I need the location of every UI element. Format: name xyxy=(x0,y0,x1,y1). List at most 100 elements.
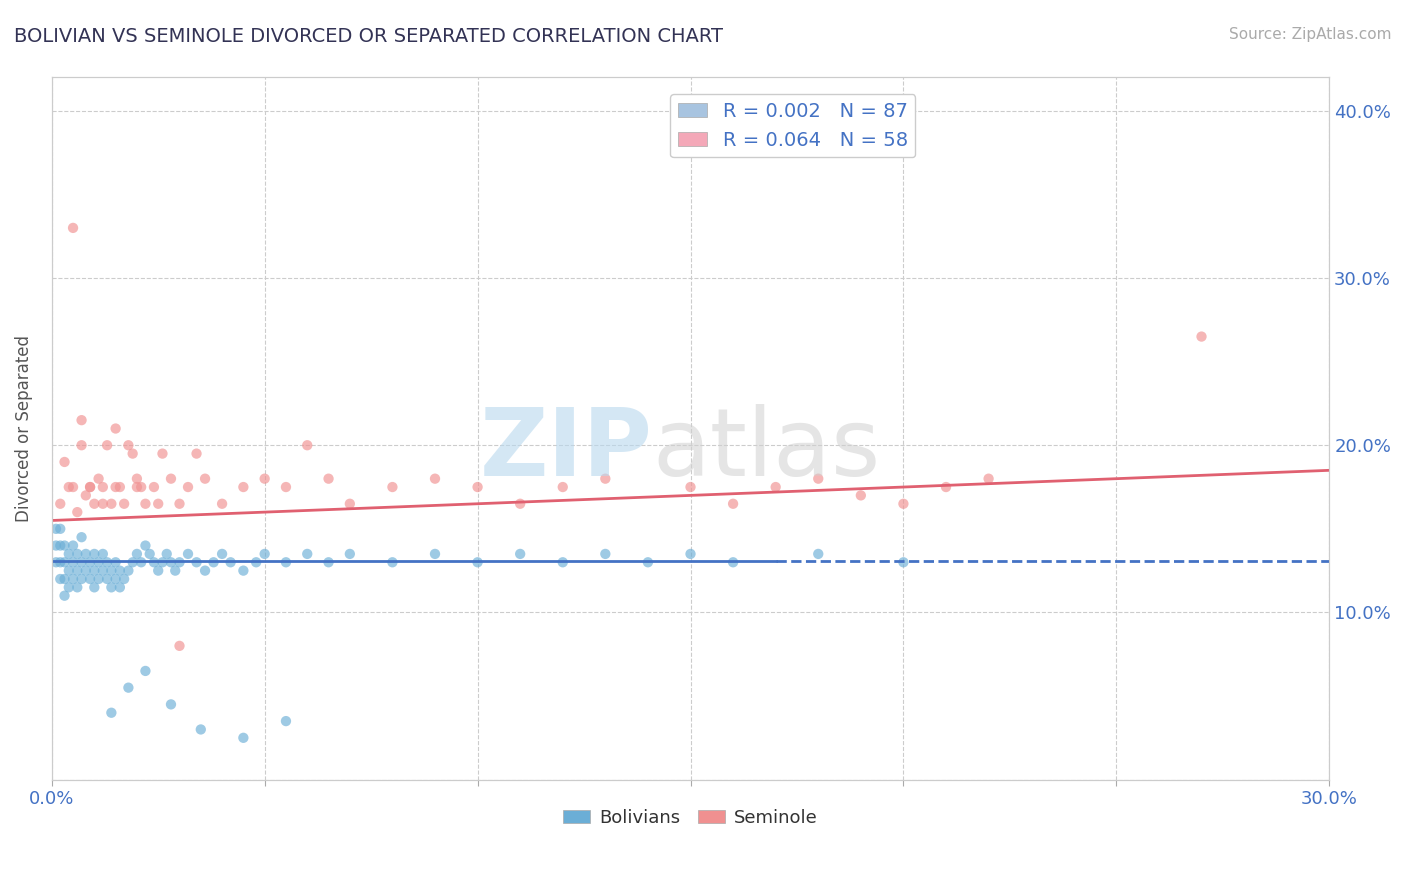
Point xyxy=(66,580,89,594)
Point xyxy=(935,480,957,494)
Point xyxy=(160,472,183,486)
Point xyxy=(253,547,276,561)
Point xyxy=(125,480,148,494)
Point xyxy=(96,438,118,452)
Point xyxy=(79,480,101,494)
Point xyxy=(509,497,531,511)
Point xyxy=(104,555,127,569)
Point xyxy=(121,555,143,569)
Point xyxy=(129,480,152,494)
Point xyxy=(53,555,76,569)
Point xyxy=(66,505,89,519)
Point xyxy=(96,555,118,569)
Point xyxy=(96,572,118,586)
Text: BOLIVIAN VS SEMINOLE DIVORCED OR SEPARATED CORRELATION CHART: BOLIVIAN VS SEMINOLE DIVORCED OR SEPARAT… xyxy=(14,27,723,45)
Y-axis label: Divorced or Separated: Divorced or Separated xyxy=(15,335,32,522)
Point xyxy=(194,564,217,578)
Point xyxy=(169,497,191,511)
Text: atlas: atlas xyxy=(652,403,880,496)
Point xyxy=(186,447,208,461)
Point xyxy=(62,539,84,553)
Point xyxy=(58,547,80,561)
Point xyxy=(79,572,101,586)
Point xyxy=(91,480,114,494)
Point xyxy=(202,555,225,569)
Point xyxy=(423,472,446,486)
Point xyxy=(339,547,361,561)
Point xyxy=(83,564,105,578)
Point xyxy=(177,480,200,494)
Point xyxy=(112,572,135,586)
Text: Source: ZipAtlas.com: Source: ZipAtlas.com xyxy=(1229,27,1392,42)
Point xyxy=(100,580,122,594)
Point xyxy=(49,572,72,586)
Point xyxy=(108,480,131,494)
Point xyxy=(318,555,340,569)
Point xyxy=(53,455,76,469)
Point xyxy=(219,555,242,569)
Point xyxy=(807,547,830,561)
Point xyxy=(58,480,80,494)
Point xyxy=(62,480,84,494)
Point xyxy=(53,589,76,603)
Point xyxy=(62,572,84,586)
Point xyxy=(211,547,233,561)
Point xyxy=(160,555,183,569)
Point xyxy=(70,530,93,544)
Point xyxy=(108,580,131,594)
Point xyxy=(45,522,67,536)
Point xyxy=(211,497,233,511)
Point xyxy=(467,555,489,569)
Point xyxy=(253,472,276,486)
Point xyxy=(186,555,208,569)
Point xyxy=(721,555,744,569)
Point xyxy=(245,555,267,569)
Point xyxy=(87,472,110,486)
Point xyxy=(87,572,110,586)
Point xyxy=(108,564,131,578)
Point xyxy=(138,547,160,561)
Point xyxy=(169,639,191,653)
Point xyxy=(66,547,89,561)
Point xyxy=(79,480,101,494)
Point xyxy=(62,220,84,235)
Point xyxy=(194,472,217,486)
Point xyxy=(117,681,139,695)
Point xyxy=(169,555,191,569)
Point xyxy=(509,547,531,561)
Point xyxy=(721,497,744,511)
Point xyxy=(75,488,97,502)
Point xyxy=(117,438,139,452)
Point xyxy=(70,413,93,427)
Point xyxy=(297,547,319,561)
Point xyxy=(66,564,89,578)
Point xyxy=(765,480,787,494)
Point xyxy=(148,564,170,578)
Point xyxy=(117,564,139,578)
Point xyxy=(807,472,830,486)
Point xyxy=(274,714,297,728)
Point xyxy=(318,472,340,486)
Point xyxy=(83,497,105,511)
Point xyxy=(893,497,915,511)
Point xyxy=(53,539,76,553)
Point xyxy=(129,555,152,569)
Point xyxy=(91,564,114,578)
Point xyxy=(112,497,135,511)
Point xyxy=(142,480,165,494)
Legend: Bolivians, Seminole: Bolivians, Seminole xyxy=(555,801,825,834)
Point xyxy=(75,547,97,561)
Point xyxy=(125,472,148,486)
Point xyxy=(595,472,617,486)
Point xyxy=(977,472,1000,486)
Point xyxy=(232,731,254,745)
Point xyxy=(160,698,183,712)
Point xyxy=(134,664,156,678)
Point xyxy=(595,547,617,561)
Point xyxy=(45,539,67,553)
Point xyxy=(232,480,254,494)
Point xyxy=(91,497,114,511)
Point xyxy=(49,497,72,511)
Point xyxy=(104,421,127,435)
Point xyxy=(58,564,80,578)
